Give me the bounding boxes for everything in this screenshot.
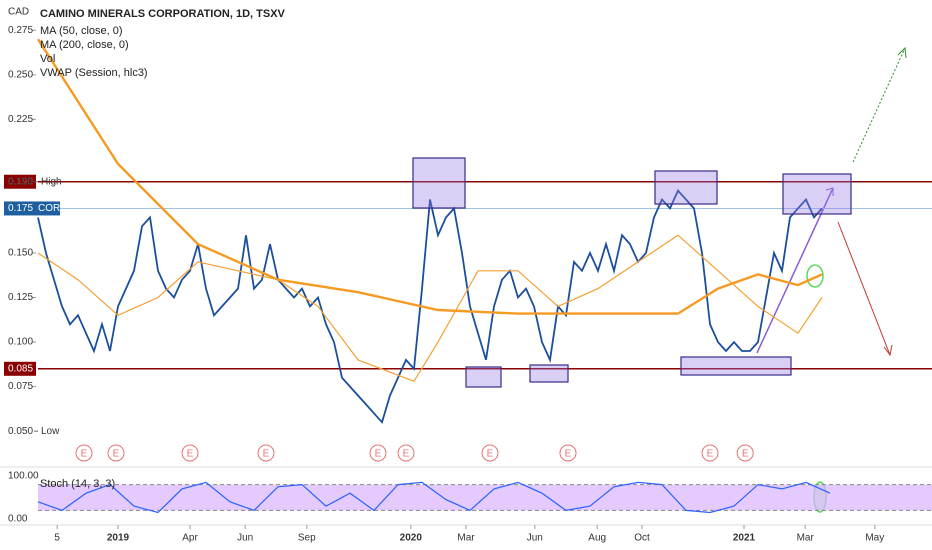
earnings-marker xyxy=(559,444,577,462)
arrow-up xyxy=(852,47,906,163)
indicator-label: MA (50, close, 0) xyxy=(40,25,123,37)
y-tick-label: 0.075 xyxy=(8,381,33,392)
chart-title: CAMINO MINERALS CORPORATION, 1D, TSXV xyxy=(40,8,286,20)
level-badge xyxy=(4,361,36,376)
box xyxy=(680,356,792,376)
ma-line xyxy=(36,38,823,315)
high-tag: High xyxy=(41,176,62,187)
box xyxy=(782,173,852,215)
x-tick-label: Jun xyxy=(237,533,253,544)
earnings-label: E xyxy=(113,449,120,460)
earnings-marker xyxy=(736,444,754,462)
x-tick-label: Jun xyxy=(527,533,543,544)
earnings-marker xyxy=(181,444,199,462)
x-tick-label: Sep xyxy=(298,533,316,544)
stoch-tick-label: 0.00 xyxy=(8,514,28,525)
box xyxy=(412,157,466,209)
x-tick-label: May xyxy=(865,533,884,544)
earnings-label: E xyxy=(403,449,410,460)
level-label: 0.175 xyxy=(8,203,33,214)
price-line xyxy=(37,188,823,424)
annotations xyxy=(412,157,852,388)
x-tick-label: 5 xyxy=(54,533,60,544)
x-tick-label: 2019 xyxy=(107,533,130,544)
x-tick-label: Mar xyxy=(797,533,815,544)
level-badge xyxy=(4,201,60,216)
high-label: 0.190 xyxy=(8,176,33,187)
earnings-marker xyxy=(481,444,499,462)
trend-line xyxy=(756,187,834,354)
box xyxy=(465,366,502,388)
earnings-label: E xyxy=(742,449,749,460)
earnings-label: E xyxy=(81,449,88,460)
currency: CAD xyxy=(8,7,29,18)
earnings-label: E xyxy=(487,449,494,460)
low-label: 0.050 xyxy=(8,426,33,437)
x-tick-label: Oct xyxy=(634,533,650,544)
x-tick-label: Aug xyxy=(588,533,606,544)
y-tick-label: 0.275 xyxy=(8,25,33,36)
low-tag: Low xyxy=(41,426,60,437)
earnings-marker xyxy=(107,444,125,462)
y-tick-label: 0.150 xyxy=(8,248,33,259)
arrow-head xyxy=(883,344,893,357)
highlight xyxy=(806,264,824,288)
level-label: 0.085 xyxy=(8,363,33,374)
indicator-label: MA (200, close, 0) xyxy=(40,39,129,51)
stoch-label: Stoch (14, 3, 3) xyxy=(40,478,115,490)
earnings-marker xyxy=(75,444,93,462)
earnings-marker xyxy=(257,444,275,462)
x-tick-label: Mar xyxy=(457,533,475,544)
indicator-label: Vol xyxy=(40,53,55,65)
earnings-marker xyxy=(701,444,719,462)
x-tick-label: 2021 xyxy=(733,533,756,544)
level-label: 0.190 xyxy=(8,176,33,187)
earnings-marker xyxy=(397,444,415,462)
earnings-label: E xyxy=(565,449,572,460)
y-tick-label: 0.100 xyxy=(8,337,33,348)
earnings-label: E xyxy=(375,449,382,460)
box xyxy=(529,364,569,383)
indicator-label: VWAP (Session, hlc3) xyxy=(40,67,148,79)
level-badge xyxy=(4,174,36,189)
arrow-down xyxy=(837,221,891,356)
arrow-head xyxy=(825,187,834,196)
y-tick-label: 0.225 xyxy=(8,114,33,125)
stoch-line xyxy=(37,481,831,514)
stoch-tick-label: 100.00 xyxy=(8,471,39,482)
box xyxy=(654,170,718,205)
earnings-label: E xyxy=(263,449,270,460)
y-tick-label: 0.250 xyxy=(8,69,33,80)
arrow-head xyxy=(897,46,907,59)
earnings-marker xyxy=(369,444,387,462)
earnings-label: E xyxy=(187,449,194,460)
earnings-label: E xyxy=(707,449,714,460)
y-tick-label: 0.125 xyxy=(8,292,33,303)
level-tag: COR xyxy=(38,203,60,214)
x-tick-label: 2020 xyxy=(400,533,423,544)
ma-line xyxy=(37,234,823,383)
x-tick-label: Apr xyxy=(182,533,198,544)
